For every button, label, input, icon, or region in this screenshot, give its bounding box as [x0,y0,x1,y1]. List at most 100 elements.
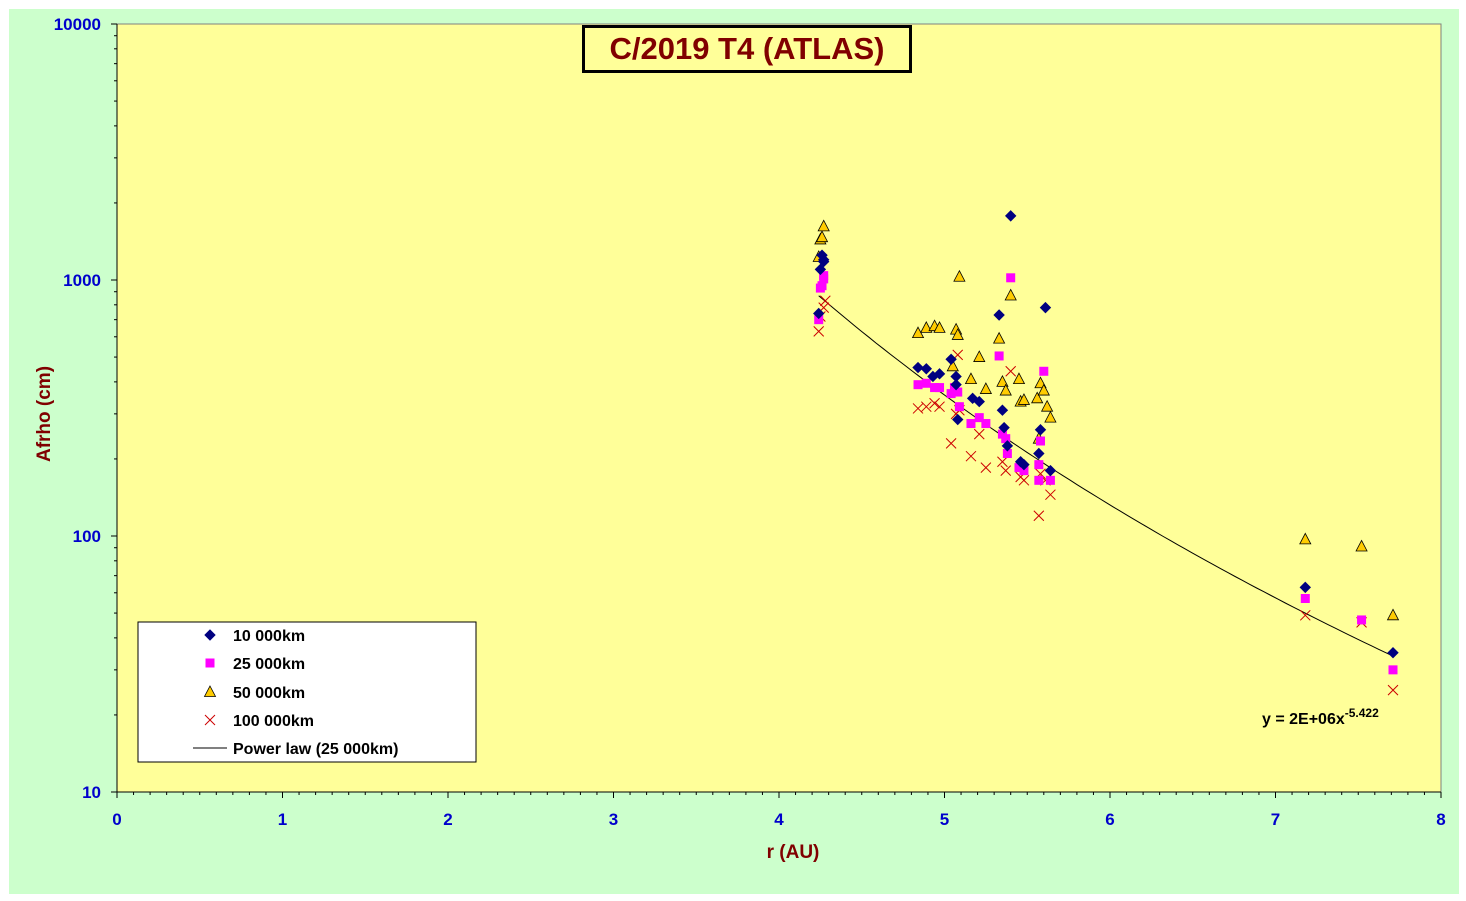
data-point-square [1035,436,1045,446]
x-axis-title: r (AU) [767,842,820,863]
data-point-x [997,456,1008,468]
data-point-square [1006,273,1016,283]
data-point-x [1033,510,1045,522]
data-point-square [1045,475,1055,485]
data-point-diamond [1033,447,1045,460]
x-tick-label: 8 [1436,810,1445,829]
x-tick-label: 5 [940,810,949,829]
data-point-x [1299,609,1311,621]
data-point-diamond [1034,424,1047,436]
data-point-diamond [945,353,957,366]
data-point-triangle [1044,410,1057,423]
data-point-square [1034,475,1044,485]
data-point-triangle [933,321,946,333]
data-point-square [1001,434,1011,444]
data-point-square [966,419,976,429]
axes: 0 1 2 3 4 5 6 7 8 10 100 1000 10000 [54,15,1446,829]
data-point-x [980,462,992,473]
data-point-triangle [996,375,1009,387]
y-axis-title: Afrho (cm) [34,366,55,462]
data-point-x [1387,684,1399,696]
x-tick-label: 7 [1271,810,1280,829]
data-point-x [920,401,932,413]
data-point-square [1039,366,1049,376]
data-point-square [1002,449,1012,459]
data-point-square [1014,463,1024,473]
x-tick-label: 1 [278,810,287,829]
data-point-x [965,450,977,462]
data-point-square [1300,593,1310,603]
data-point-square [935,383,945,393]
data-point-triangle [973,350,986,362]
data-point-x [1018,474,1030,486]
legend: 10 000km 25 000km 50 000km 100 000km Power l… [137,621,477,763]
legend-label: 25 000km [233,656,305,673]
y-tick-label: 100 [73,527,101,546]
data-point-triangle [815,230,829,243]
data-point-triangle [1355,539,1368,552]
legend-label: 50 000km [233,685,305,702]
data-point-x [813,326,825,337]
x-tick-label: 0 [112,810,121,829]
data-point-x [1000,465,1012,477]
data-point-diamond [920,363,933,375]
y-tick-label: 10000 [54,15,101,34]
data-point-x [929,397,940,409]
legend-label: Power law (25 000km) [233,741,398,758]
x-tick-label: 3 [609,810,618,829]
legend-label: 100 000km [233,713,314,730]
data-point-x [819,295,831,307]
power-law-trendline [818,295,1394,657]
data-point-diamond [993,309,1005,321]
x-tick-label: 4 [774,810,784,829]
data-point-square [997,429,1007,439]
data-point-diamond [998,421,1010,434]
data-point-diamond [1044,464,1057,477]
x-tick-label: 6 [1105,810,1114,829]
data-point-triangle [946,359,959,372]
data-point-triangle [1031,391,1044,404]
data-point-diamond [973,395,985,408]
data-point-x [945,438,957,449]
data-point-square [994,351,1004,361]
trend-equation: y = 2E+06x-5.422 [1262,706,1379,728]
data-point-square [814,315,824,325]
data-point-square [913,380,923,390]
data-point-x [1045,489,1056,501]
data-point-x [912,403,924,414]
data-point-triangle [951,328,964,340]
chart-title: C/2019 T4 (ATLAS) [582,25,912,73]
data-point-square [946,389,956,399]
data-point-square [930,383,940,393]
data-point-triangle [999,383,1012,396]
data-point-diamond [933,368,946,380]
data-point-diamond [1004,210,1017,222]
y-tick-label: 10 [82,783,101,802]
legend-marker-x [204,714,216,726]
data-point-square [981,419,991,429]
data-point-diamond [1039,301,1052,314]
data-point-triangle [953,269,966,282]
data-point-triangle [817,219,830,232]
data-point-square [817,281,827,291]
data-point-triangle [920,321,933,333]
data-point-diamond [1018,458,1030,471]
data-point-diamond [1001,440,1014,452]
legend-label: 10 000km [233,628,305,645]
legend-marker-square [205,658,215,668]
data-point-square [953,387,963,397]
legend-marker-triangle [203,685,217,697]
data-point-square [921,378,931,388]
data-point-triangle [1386,608,1400,621]
data-point-square [1388,665,1398,675]
data-point-triangle [1037,383,1050,396]
x-tick-label: 2 [443,810,452,829]
data-point-diamond [912,361,924,374]
data-point-diamond [1299,581,1311,594]
data-point-square [954,402,964,412]
data-point-square [1034,460,1044,470]
data-point-diamond [952,413,964,426]
data-point-square [1019,466,1029,476]
data-point-triangle [1040,399,1054,412]
